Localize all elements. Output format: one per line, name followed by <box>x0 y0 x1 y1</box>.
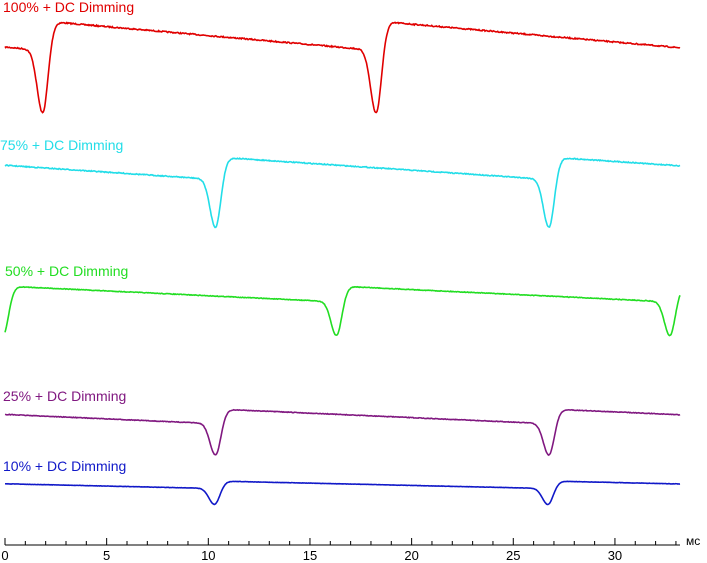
x-tick-label: 10 <box>201 548 215 563</box>
x-axis: мс 0 5 10 15 20 25 30 <box>1 534 700 563</box>
series-line-1 <box>4 21 681 114</box>
x-tick-label: 25 <box>506 548 520 563</box>
series-layer: 100% + DC Dimming 75% + DC Dimming 50% + D… <box>0 0 681 506</box>
series-label-3: 50% + DC Dimming <box>5 263 128 279</box>
series-label-4: 25% + DC Dimming <box>3 388 126 404</box>
series-label-2: 75% + DC Dimming <box>0 137 123 153</box>
x-tick-label: 15 <box>303 548 317 563</box>
x-tick-label: 0 <box>1 548 8 563</box>
series-line-4 <box>4 408 681 457</box>
series-label-1: 100% + DC Dimming <box>3 0 134 15</box>
series-line-2 <box>4 157 681 229</box>
series-line-3 <box>4 285 681 337</box>
x-tick-label: 30 <box>608 548 622 563</box>
x-tick-label: 5 <box>103 548 110 563</box>
series-label-5: 10% + DC Dimming <box>3 458 126 474</box>
x-tick-label: 20 <box>404 548 418 563</box>
x-axis-unit-label: мс <box>686 534 700 548</box>
series-line-5 <box>4 480 681 506</box>
